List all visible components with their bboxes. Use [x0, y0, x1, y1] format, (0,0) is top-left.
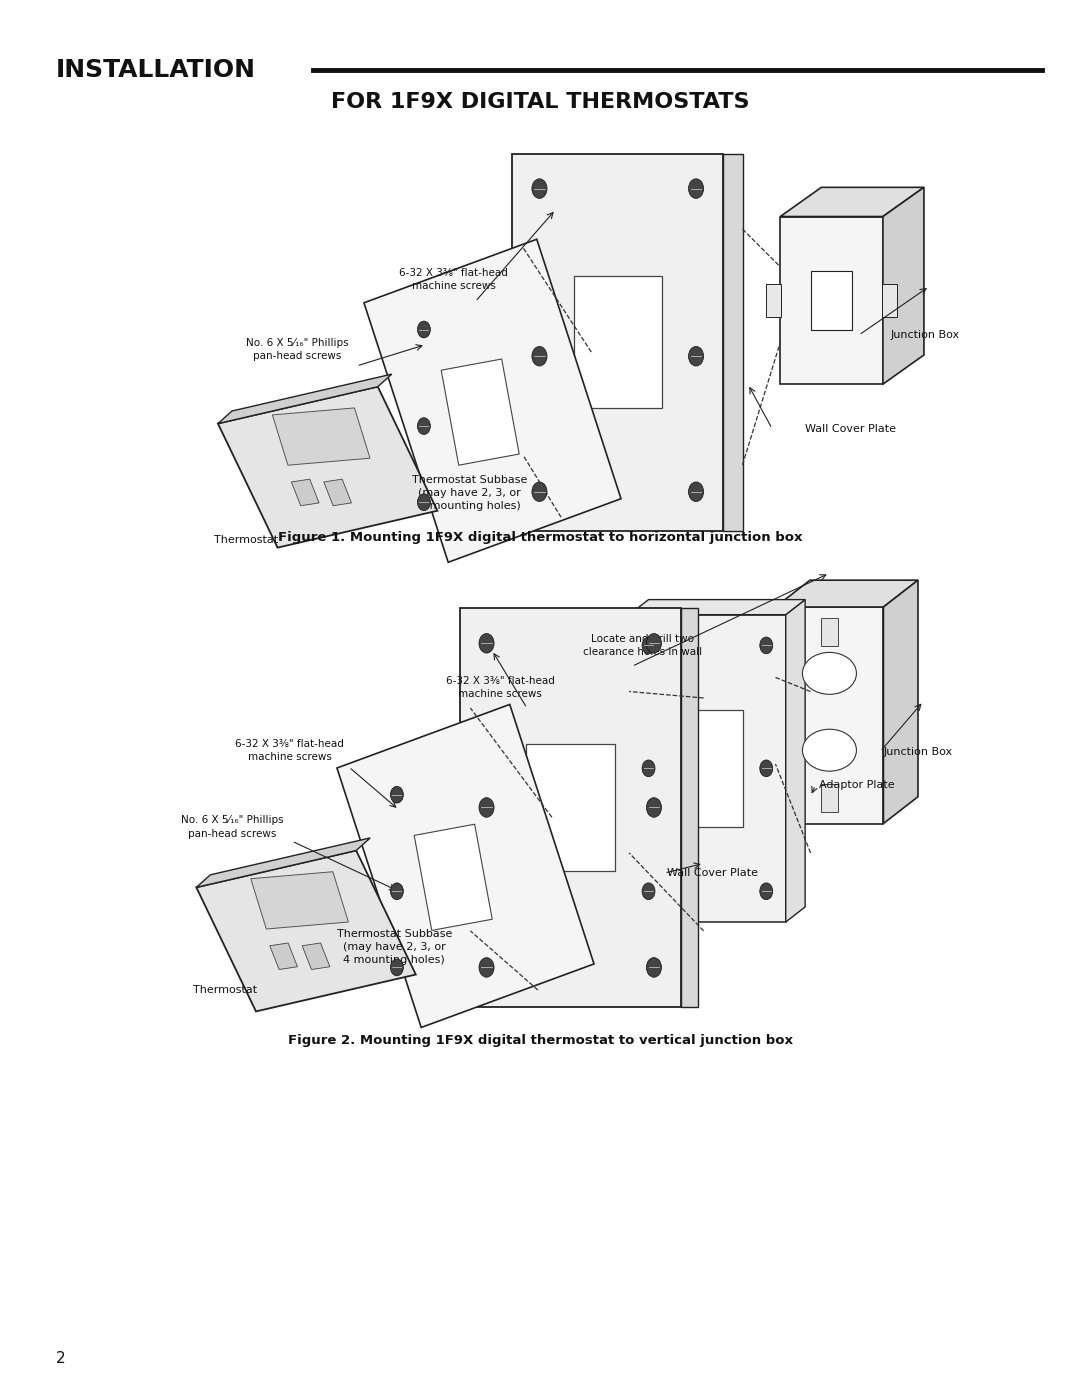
Text: INSTALLATION: INSTALLATION [56, 57, 256, 82]
Text: Junction Box: Junction Box [891, 330, 960, 341]
Circle shape [689, 482, 704, 502]
Polygon shape [767, 284, 782, 317]
Polygon shape [821, 617, 838, 645]
Polygon shape [302, 943, 329, 970]
Circle shape [531, 179, 546, 198]
Circle shape [417, 321, 430, 338]
Text: FOR 1F9X DIGITAL THERMOSTATS: FOR 1F9X DIGITAL THERMOSTATS [330, 92, 750, 112]
Circle shape [760, 760, 773, 777]
Text: Wall Cover Plate: Wall Cover Plate [667, 868, 758, 879]
Polygon shape [724, 154, 743, 531]
Text: 2: 2 [56, 1351, 66, 1366]
Circle shape [689, 346, 704, 366]
Polygon shape [512, 154, 724, 531]
Polygon shape [821, 785, 838, 813]
Polygon shape [672, 710, 743, 827]
Polygon shape [441, 359, 519, 465]
Circle shape [391, 958, 404, 975]
Text: Thermostat Subbase
(may have 2, 3, or
4 mounting holes): Thermostat Subbase (may have 2, 3, or 4 … [337, 929, 451, 965]
Circle shape [760, 637, 773, 654]
Circle shape [689, 179, 704, 198]
Polygon shape [629, 615, 786, 922]
Circle shape [417, 495, 430, 511]
Polygon shape [460, 609, 681, 1006]
Text: 6-32 X 3⅜" flat-head
machine screws: 6-32 X 3⅜" flat-head machine screws [446, 676, 554, 698]
Polygon shape [364, 239, 621, 563]
Polygon shape [681, 609, 699, 1006]
Polygon shape [786, 599, 806, 922]
Polygon shape [197, 838, 370, 887]
Polygon shape [775, 606, 883, 824]
Polygon shape [218, 387, 437, 548]
Circle shape [647, 958, 661, 978]
Circle shape [531, 482, 546, 502]
Circle shape [480, 958, 495, 978]
Text: Thermostat: Thermostat [214, 535, 279, 545]
Circle shape [760, 883, 773, 900]
Polygon shape [415, 824, 492, 930]
Text: Figure 1. Mounting 1F9X digital thermostat to horizontal junction box: Figure 1. Mounting 1F9X digital thermost… [278, 531, 802, 545]
Polygon shape [270, 943, 297, 970]
Text: Junction Box: Junction Box [883, 746, 953, 757]
Circle shape [417, 418, 430, 434]
Polygon shape [775, 580, 918, 606]
Text: Wall Cover Plate: Wall Cover Plate [805, 423, 895, 434]
Polygon shape [526, 743, 615, 872]
Polygon shape [272, 408, 370, 465]
Polygon shape [883, 187, 924, 384]
Circle shape [391, 883, 404, 900]
Polygon shape [292, 479, 319, 506]
Polygon shape [883, 580, 918, 824]
Text: Locate and drill two
clearance holes in wall: Locate and drill two clearance holes in … [583, 634, 702, 657]
Polygon shape [573, 277, 662, 408]
Polygon shape [781, 217, 883, 384]
Text: 6-32 X 3⅜" flat-head
machine screws: 6-32 X 3⅜" flat-head machine screws [400, 268, 508, 291]
Polygon shape [629, 599, 806, 615]
Text: Adaptor Plate: Adaptor Plate [819, 780, 894, 791]
Circle shape [480, 634, 495, 654]
Polygon shape [811, 271, 852, 330]
Circle shape [642, 883, 656, 900]
Text: No. 6 X 5⁄₁₆" Phillips
pan-head screws: No. 6 X 5⁄₁₆" Phillips pan-head screws [180, 816, 284, 838]
Text: 6-32 X 3⅜" flat-head
machine screws: 6-32 X 3⅜" flat-head machine screws [235, 739, 343, 761]
Ellipse shape [802, 729, 856, 771]
Text: No. 6 X 5⁄₁₆" Phillips
pan-head screws: No. 6 X 5⁄₁₆" Phillips pan-head screws [245, 338, 349, 360]
Circle shape [391, 787, 404, 803]
Circle shape [647, 634, 661, 654]
Polygon shape [324, 479, 351, 506]
Text: Thermostat: Thermostat [192, 985, 257, 995]
Circle shape [647, 798, 661, 817]
Polygon shape [337, 704, 594, 1028]
Circle shape [642, 637, 656, 654]
Polygon shape [781, 187, 924, 217]
Polygon shape [218, 374, 392, 423]
Circle shape [480, 798, 495, 817]
Polygon shape [251, 872, 349, 929]
Polygon shape [882, 284, 897, 317]
Ellipse shape [802, 652, 856, 694]
Circle shape [531, 346, 546, 366]
Text: Thermostat Subbase
(may have 2, 3, or
4 mounting holes): Thermostat Subbase (may have 2, 3, or 4 … [413, 475, 527, 511]
Text: Figure 2. Mounting 1F9X digital thermostat to vertical junction box: Figure 2. Mounting 1F9X digital thermost… [287, 1034, 793, 1048]
Circle shape [642, 760, 656, 777]
Polygon shape [197, 851, 416, 1011]
